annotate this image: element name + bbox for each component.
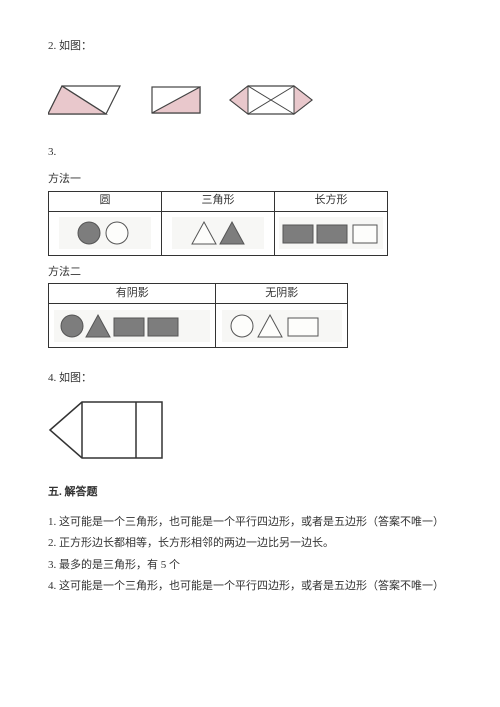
q3-table-method2: 有阴影 无阴影 <box>48 283 348 348</box>
q3-m1-h0: 圆 <box>49 191 162 211</box>
q3-method1-title: 方法一 <box>48 171 452 189</box>
q3-label: 3. <box>48 144 452 162</box>
section5-title: 五. 解答题 <box>48 484 452 502</box>
q3-m2-cell-unshaded <box>216 304 348 348</box>
q3-m2-cell-shaded <box>49 304 216 348</box>
ans-2: 2. 正方形边长都相等，长方形相邻的两边一边比另一边长。 <box>48 535 452 553</box>
q3-m2-h0: 有阴影 <box>49 284 216 304</box>
q3-m1-cell-circle <box>49 211 162 255</box>
q3-table-method1: 圆 三角形 长方形 <box>48 191 388 256</box>
q3-m1-h1: 三角形 <box>162 191 275 211</box>
q3-m1-h2: 长方形 <box>275 191 388 211</box>
q2-shape-hexagon <box>228 80 314 120</box>
q2-label: 2. 如图： <box>48 38 452 56</box>
q2-shape-parallelogram <box>48 82 124 118</box>
q2-shapes <box>48 80 452 120</box>
ans-3: 3. 最多的是三角形，有 5 个 <box>48 557 452 575</box>
q3-method2-title: 方法二 <box>48 264 452 282</box>
section5-answers: 1. 这可能是一个三角形，也可能是一个平行四边形，或者是五边形（答案不唯一） 2… <box>48 514 452 596</box>
q3-m2-h1: 无阴影 <box>216 284 348 304</box>
q4-label: 4. 如图： <box>48 370 452 388</box>
ans-1: 1. 这可能是一个三角形，也可能是一个平行四边形，或者是五边形（答案不唯一） <box>48 514 452 532</box>
q3-m1-cell-triangle <box>162 211 275 255</box>
ans-4: 4. 这可能是一个三角形，也可能是一个平行四边形，或者是五边形（答案不唯一） <box>48 578 452 596</box>
q3-m1-cell-rect <box>275 211 388 255</box>
q4-shape <box>48 398 452 462</box>
q2-shape-rectangle <box>150 85 202 115</box>
